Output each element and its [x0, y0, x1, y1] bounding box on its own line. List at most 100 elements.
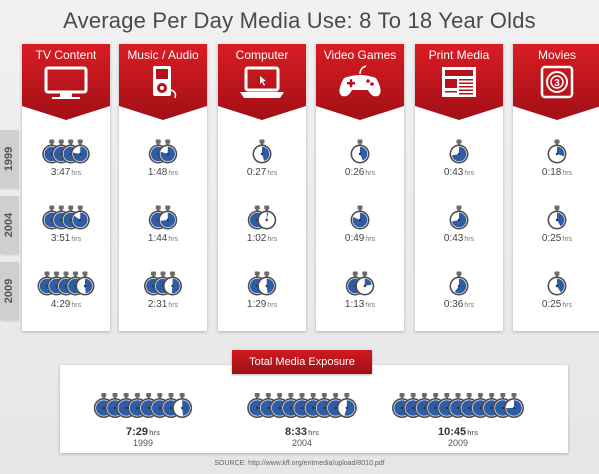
- data-value: 1:48hrs: [119, 167, 207, 178]
- data-value: 1:29hrs: [218, 299, 306, 310]
- value-number: 1:02: [246, 233, 267, 244]
- year-label: 2009: [3, 278, 15, 304]
- data-value: 4:29hrs: [22, 299, 110, 310]
- data-cell: 0:36hrs: [415, 266, 503, 316]
- value-number: 3:47: [50, 167, 71, 178]
- total-group-1999: 7:29hrs 1999: [88, 388, 198, 448]
- stopwatch-2: [355, 271, 375, 296]
- stopwatch-1: [449, 205, 469, 230]
- stopwatch-1: [350, 139, 370, 164]
- value-unit: hrs: [168, 302, 179, 309]
- value-number: 1:29: [246, 299, 267, 310]
- stopwatch-5: [75, 271, 95, 296]
- value-number: 0:25: [541, 299, 562, 310]
- value-number: 1:44: [147, 233, 168, 244]
- newspaper-icon: [442, 67, 476, 97]
- total-group-2009: 10:45hrs 2009: [388, 388, 528, 448]
- stopwatch-1: [547, 139, 567, 164]
- stopwatch-1: [449, 271, 469, 296]
- data-value: 0:43hrs: [415, 233, 503, 244]
- total-stopwatch-8: [172, 393, 193, 418]
- data-cell: 0:25hrs: [513, 266, 599, 316]
- total-value-number: 10:45: [437, 426, 467, 438]
- category-label: Music / Audio: [127, 48, 199, 62]
- total-stopwatch-9: [336, 393, 357, 418]
- laptop-icon: [240, 66, 284, 98]
- stopwatch-4: [70, 205, 90, 230]
- value-number: 0:36: [443, 299, 464, 310]
- total-year: 2004: [291, 438, 313, 448]
- stopwatch-4: [70, 139, 90, 164]
- total-value-number: 8:33: [285, 426, 308, 438]
- data-cell: 0:26hrs: [316, 134, 404, 184]
- data-cell: 4:29hrs: [22, 266, 110, 316]
- value-unit: hrs: [464, 236, 475, 243]
- value-unit: hrs: [562, 236, 573, 243]
- value-number: 2:31: [147, 299, 168, 310]
- value-unit: hrs: [267, 302, 278, 309]
- value-unit: hrs: [71, 236, 82, 243]
- stopwatch-2: [158, 139, 178, 164]
- data-cell: 0:18hrs: [513, 134, 599, 184]
- data-cell: 0:43hrs: [415, 200, 503, 250]
- data-cell: 2:31hrs: [119, 266, 207, 316]
- value-unit: hrs: [267, 170, 278, 177]
- year-tab-2004: 2004: [0, 196, 18, 254]
- category-banner: Print Media: [415, 44, 503, 120]
- year-tab-2009: 2009: [0, 262, 18, 320]
- chart-title: Average Per Day Media Use: 8 To 18 Year …: [63, 8, 536, 33]
- value-number: 0:49: [344, 233, 365, 244]
- value-unit: hrs: [464, 302, 475, 309]
- data-value: 0:36hrs: [415, 299, 503, 310]
- stopwatch-2: [158, 205, 178, 230]
- gamepad-icon: [339, 65, 381, 97]
- value-number: 4:29: [50, 299, 71, 310]
- data-value: 1:13hrs: [316, 299, 404, 310]
- data-value: 0:27hrs: [218, 167, 306, 178]
- data-value: 0:18hrs: [513, 167, 599, 178]
- svg-text:3: 3: [554, 78, 560, 89]
- value-number: 0:27: [246, 167, 267, 178]
- data-value: 0:25hrs: [513, 233, 599, 244]
- source-note: SOURCE: http://www.kff.org/entmedia/uplo…: [214, 460, 385, 467]
- data-value: 0:49hrs: [316, 233, 404, 244]
- total-stopwatch-11: [504, 393, 524, 418]
- value-unit: hrs: [168, 236, 179, 243]
- value-unit: hrs: [71, 302, 82, 309]
- data-value: 0:26hrs: [316, 167, 404, 178]
- data-cell: 0:49hrs: [316, 200, 404, 250]
- stopwatch-1: [547, 205, 567, 230]
- total-value: 7:29hrs: [88, 426, 198, 438]
- stopwatch-2: [257, 205, 277, 230]
- total-year: 2009: [447, 438, 469, 448]
- year-label: 2004: [3, 212, 15, 238]
- data-value: 1:44hrs: [119, 233, 207, 244]
- total-value-unit: hrs: [467, 430, 479, 437]
- data-value: 2:31hrs: [119, 299, 207, 310]
- category-label: TV Content: [35, 48, 97, 62]
- value-number: 0:43: [443, 233, 464, 244]
- category-banner: Video Games: [316, 44, 404, 120]
- value-unit: hrs: [267, 236, 278, 243]
- category-banner: Movies 3: [513, 44, 599, 120]
- category-banner: Computer: [218, 44, 306, 120]
- value-unit: hrs: [365, 302, 376, 309]
- total-value: 8:33hrs: [232, 426, 372, 438]
- data-cell: 1:13hrs: [316, 266, 404, 316]
- value-number: 1:48: [147, 167, 168, 178]
- data-cell: 0:27hrs: [218, 134, 306, 184]
- data-cell: 1:44hrs: [119, 200, 207, 250]
- value-unit: hrs: [71, 170, 82, 177]
- tv-icon: [44, 66, 88, 99]
- total-group-2004: 8:33hrs 2004: [232, 388, 372, 448]
- category-label: Video Games: [323, 48, 397, 62]
- data-cell: 1:02hrs: [218, 200, 306, 250]
- stopwatch-3: [163, 271, 182, 296]
- value-number: 3:51: [50, 233, 71, 244]
- total-value-number: 7:29: [126, 426, 149, 438]
- music-player-icon: [153, 66, 177, 99]
- data-value: 0:43hrs: [415, 167, 503, 178]
- data-value: 0:25hrs: [513, 299, 599, 310]
- value-unit: hrs: [365, 170, 376, 177]
- total-value-unit: hrs: [308, 430, 319, 437]
